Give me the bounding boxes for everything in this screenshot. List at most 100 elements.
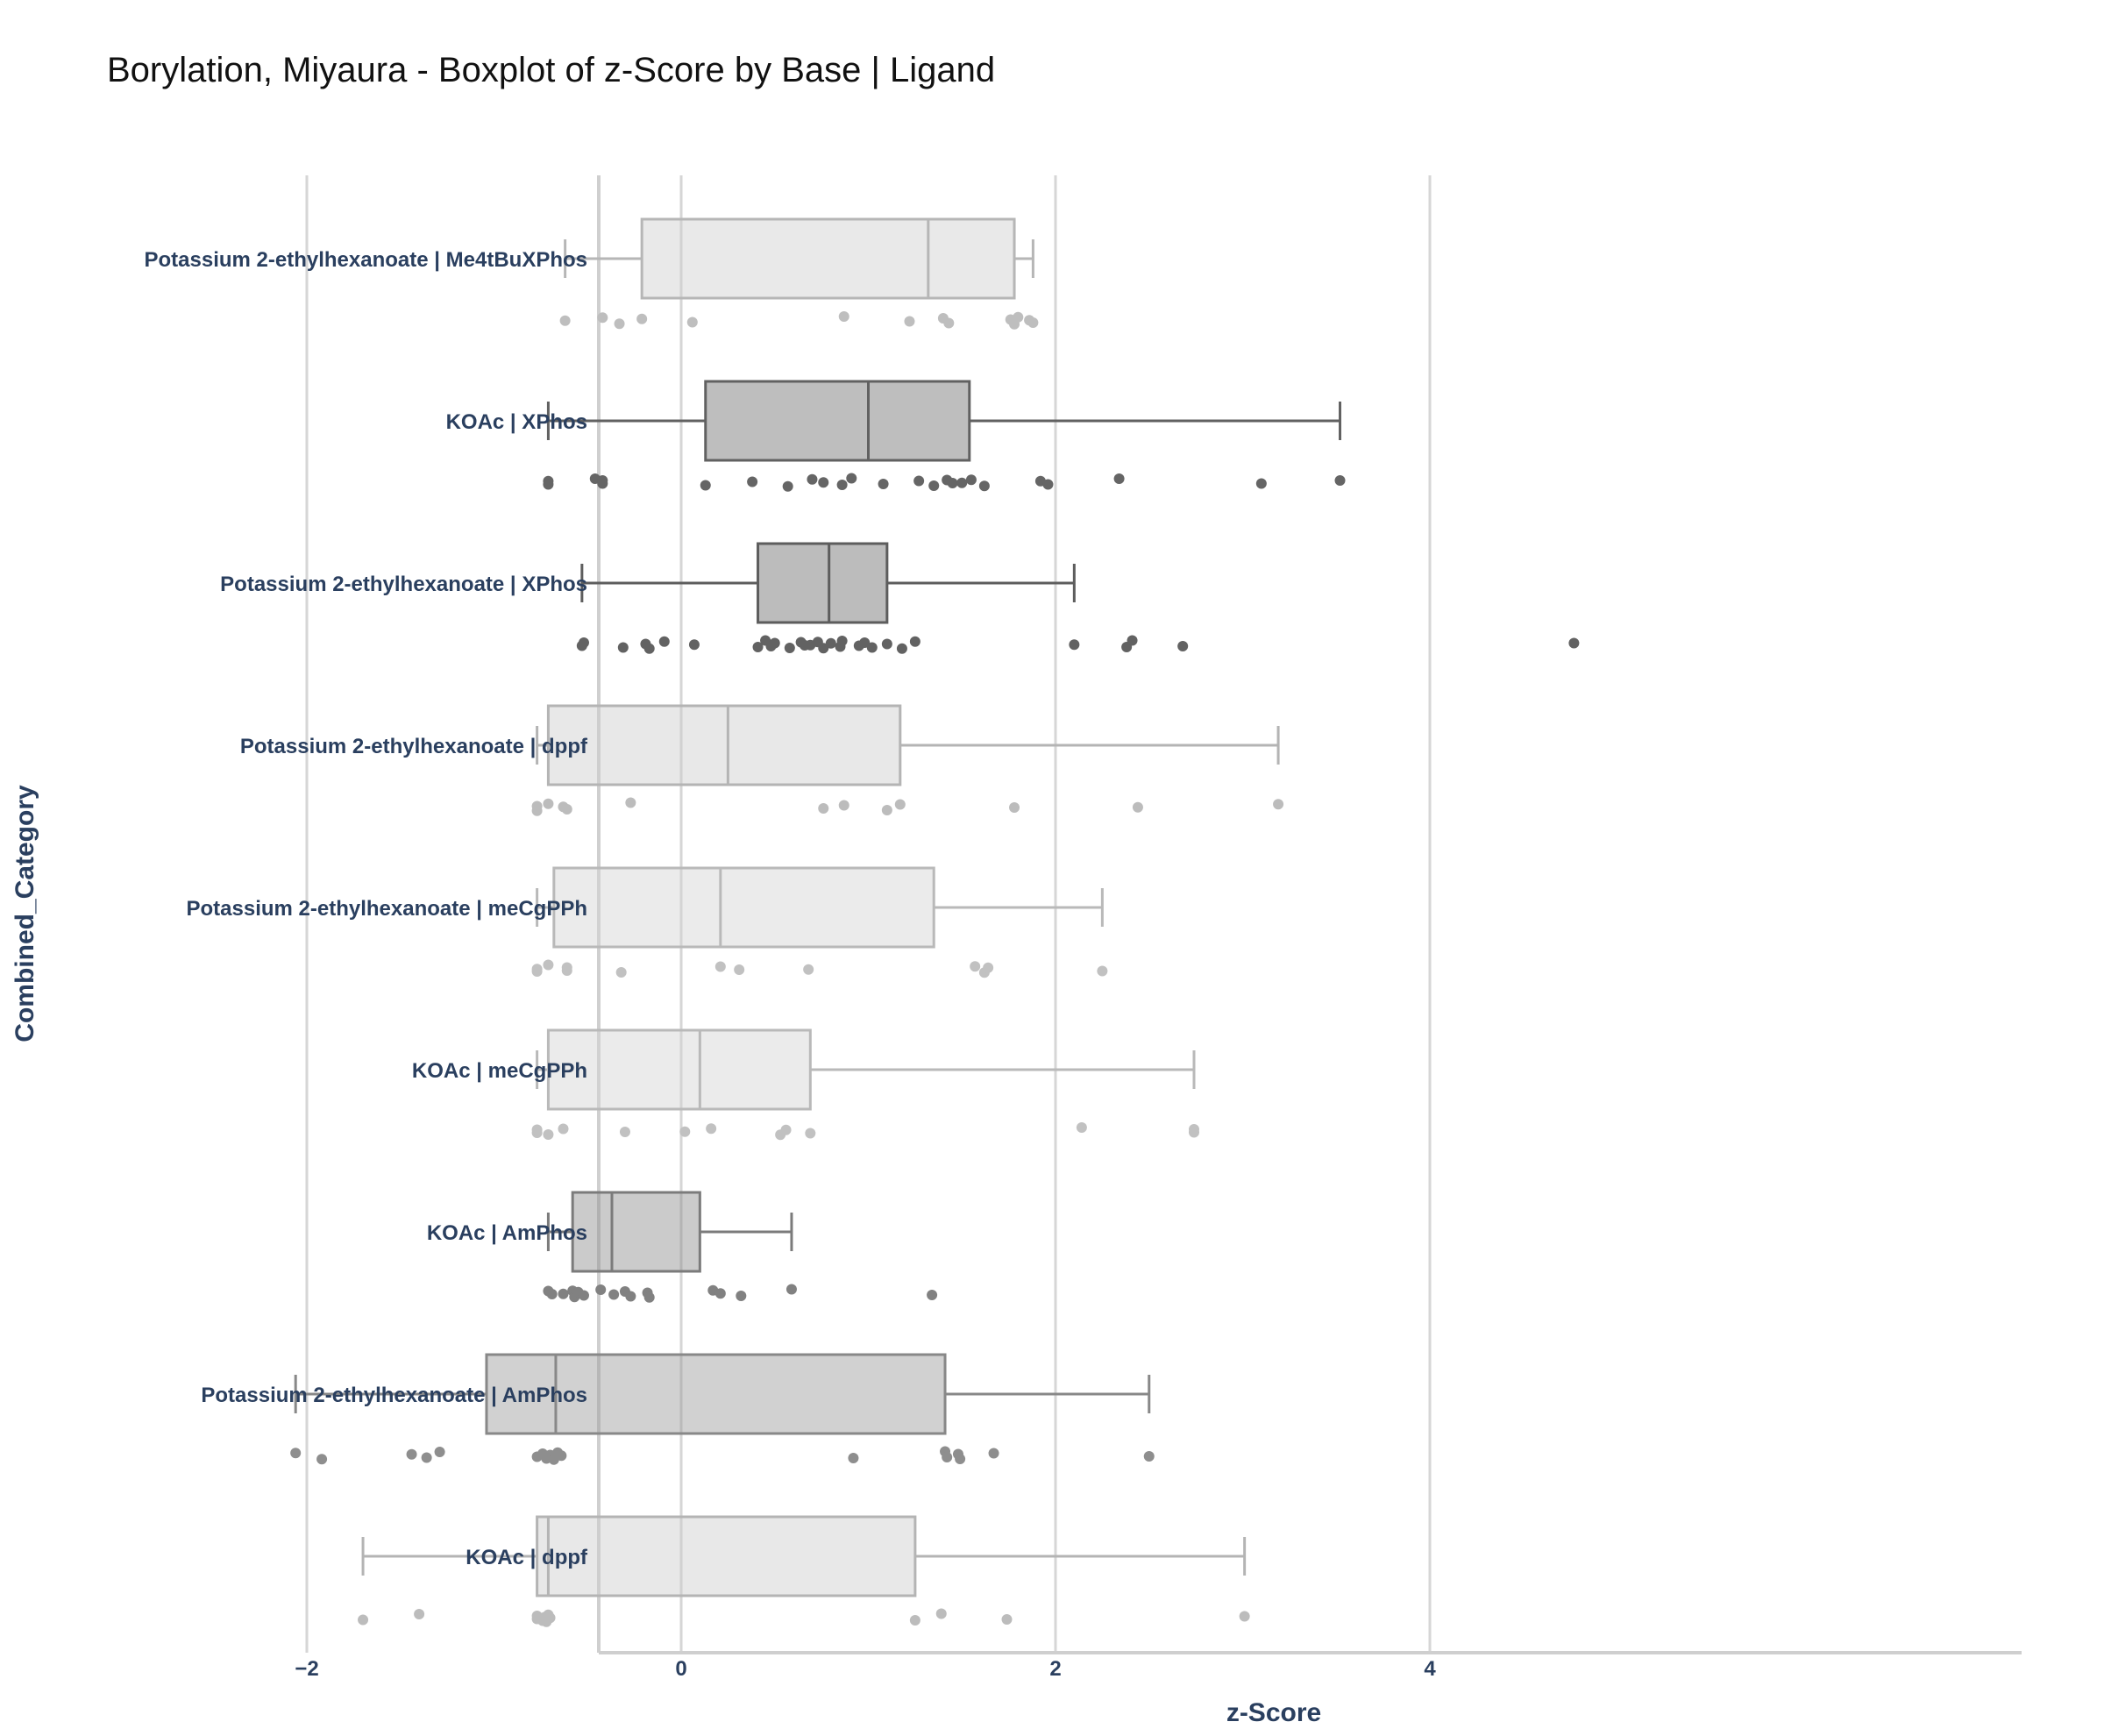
data-point [619, 1127, 630, 1137]
data-point [531, 805, 543, 816]
data-point [543, 479, 554, 490]
box-series [543, 380, 1346, 492]
data-point [531, 1124, 543, 1135]
data-point [643, 1291, 655, 1303]
x-tick-label: 2 [1049, 1657, 1061, 1681]
data-point [947, 478, 958, 488]
data-point [544, 1612, 556, 1624]
data-point [1001, 1614, 1013, 1625]
data-point [358, 1614, 369, 1626]
data-point [904, 316, 915, 327]
box-series [543, 1191, 938, 1303]
data-point [859, 637, 871, 648]
data-point [595, 1284, 607, 1295]
data-point [927, 1290, 938, 1300]
data-point [784, 643, 795, 653]
box-iqr [704, 380, 971, 462]
data-point [614, 318, 625, 330]
data-point [1013, 311, 1024, 323]
category-label: Potassium 2-ethylhexanoate | meCgPPh [186, 897, 587, 921]
box-iqr [571, 1191, 701, 1273]
box-iqr [546, 1028, 812, 1111]
category-label: KOAc | AmPhos [427, 1221, 587, 1245]
data-point [807, 473, 818, 485]
data-point [838, 800, 849, 811]
data-point [943, 317, 955, 329]
data-point [866, 642, 878, 653]
box-iqr [757, 542, 889, 624]
data-point [561, 804, 572, 815]
data-point [734, 964, 745, 975]
data-point [1127, 635, 1138, 646]
data-point [434, 1447, 445, 1457]
data-point [909, 1615, 920, 1626]
box-iqr [485, 1353, 947, 1435]
category-label: KOAc | dppf [466, 1546, 588, 1569]
data-point [983, 962, 994, 973]
data-point [1568, 637, 1580, 649]
category-label: Potassium 2-ethylhexanoate | XPhos [220, 573, 587, 596]
data-point [780, 1124, 792, 1135]
category-label: Potassium 2-ethylhexanoate | AmPhos [201, 1384, 587, 1407]
data-point [752, 642, 764, 652]
data-point [608, 1289, 620, 1300]
data-point [625, 797, 636, 808]
data-point [679, 1126, 691, 1137]
data-point [714, 961, 726, 972]
box-series [559, 217, 1039, 330]
data-point [543, 1129, 554, 1140]
data-point [406, 1448, 417, 1460]
data-point [1255, 478, 1267, 489]
box-series [531, 1028, 1199, 1141]
data-point [878, 479, 889, 489]
box-series [290, 1353, 1155, 1465]
data-point [1132, 801, 1143, 813]
data-point [556, 1450, 567, 1462]
data-point [894, 799, 906, 810]
box-series [358, 1515, 1250, 1627]
data-point [706, 1123, 717, 1135]
data-point [956, 477, 968, 488]
data-point [747, 476, 758, 487]
data-point [769, 637, 780, 649]
data-point [928, 480, 940, 491]
data-point [290, 1448, 302, 1459]
x-tick-label: 4 [1424, 1657, 1436, 1681]
data-point [988, 1448, 999, 1459]
data-point [636, 313, 648, 324]
boxes-layer [290, 217, 1580, 1627]
x-tick-label: −2 [295, 1657, 318, 1681]
data-point [848, 1453, 859, 1463]
data-point [955, 1454, 966, 1464]
data-point [531, 966, 543, 977]
data-point [1177, 641, 1189, 651]
data-point [414, 1609, 425, 1619]
data-point [1076, 1122, 1087, 1133]
chart-title: Borylation, Miyaura - Boxplot of z-Score… [107, 51, 996, 89]
data-point [1113, 473, 1125, 484]
data-point [942, 1452, 953, 1462]
data-point [965, 474, 977, 486]
category-label: Potassium 2-ethylhexanoate | dppf [240, 735, 588, 758]
data-point [896, 643, 907, 654]
data-point [818, 643, 829, 654]
data-point [818, 477, 829, 488]
x-tick-label: 0 [675, 1657, 686, 1681]
data-point [1273, 799, 1284, 810]
data-point [643, 643, 655, 654]
data-point [782, 480, 793, 492]
data-point [561, 962, 572, 973]
data-point [578, 637, 589, 648]
data-point [1097, 965, 1108, 977]
box-series [531, 704, 1284, 816]
data-point [625, 1291, 636, 1302]
data-point [838, 311, 849, 322]
data-point [316, 1454, 328, 1465]
data-point [1143, 1451, 1155, 1462]
data-point [421, 1452, 432, 1463]
y-axis-title: Combined_Category [11, 785, 39, 1042]
data-point [578, 1290, 589, 1301]
data-point [597, 312, 608, 324]
data-point [825, 637, 836, 649]
